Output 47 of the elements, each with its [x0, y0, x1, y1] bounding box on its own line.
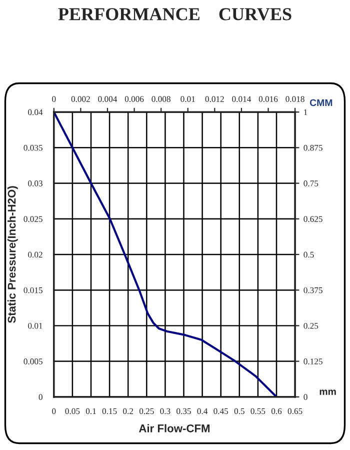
y-tick-label: 0.03 — [28, 180, 42, 186]
y-tick-label: 0.005 — [24, 358, 42, 364]
x2-tick-label: 0.004 — [98, 96, 118, 102]
x2-tick-label: 0 — [52, 96, 56, 102]
y2-tick-label: 0.125 — [304, 358, 322, 364]
y-tick-label: 0.035 — [24, 144, 42, 151]
chart-title: PERFORMANCE CURVES — [58, 8, 292, 20]
y2-tick-label: 0.375 — [304, 287, 322, 294]
x2-tick-label: 0.016 — [258, 96, 278, 102]
x2-tick-label: 0.006 — [124, 96, 144, 102]
y-tick-label: 0.04 — [28, 109, 43, 116]
x-tick-label: 0.65 — [288, 408, 302, 414]
x-tick-label: 0.25 — [139, 408, 154, 414]
x-tick-label: 0 — [52, 408, 56, 414]
x2-axis-title: CMM — [310, 99, 332, 106]
y-tick-label: 0.02 — [28, 252, 42, 258]
x-tick-label: 0.5 — [234, 408, 244, 414]
x2-tick-label: 0.018 — [286, 96, 304, 102]
y-tick-label: 0.01 — [28, 322, 42, 329]
y2-tick-label: 0.25 — [304, 322, 318, 329]
x2-tick-label: 0.014 — [232, 96, 252, 102]
x-tick-label: 0.6 — [271, 408, 282, 414]
y2-tick-label: 0 — [304, 394, 308, 400]
y2-tick-label: 0.5 — [304, 252, 314, 258]
x2-tick-label: 0.01 — [180, 96, 195, 102]
x-tick-label: 0.55 — [250, 408, 266, 414]
x-tick-label: 0.05 — [65, 408, 80, 414]
y-tick-label: 0 — [38, 394, 42, 400]
x-tick-label: 0.3 — [160, 408, 170, 414]
y2-tick-label: 1 — [304, 109, 308, 116]
y-tick-label: 0.015 — [24, 287, 42, 294]
x-tick-label: 0.4 — [197, 408, 208, 414]
x-tick-label: 0.2 — [123, 408, 134, 414]
x2-tick-label: 0.012 — [205, 96, 224, 102]
y-axis-title: Static Pressure(Inch-H2O) — [8, 186, 18, 323]
y2-tick-label: 0.625 — [304, 216, 322, 222]
x-tick-label: 0.15 — [102, 408, 117, 414]
y2-tick-label: 0.875 — [304, 144, 322, 151]
y2-tick-label: 0.75 — [304, 180, 318, 186]
y2-axis-title: mm — [320, 390, 336, 395]
x-axis-title: Air Flow-CFM — [138, 424, 210, 432]
x2-tick-label: 0.002 — [71, 96, 90, 102]
x-tick-label: 0.45 — [214, 408, 228, 414]
x-tick-label: 0.1 — [86, 408, 96, 414]
x2-tick-label: 0.008 — [152, 96, 170, 102]
x-tick-label: 0.35 — [176, 408, 191, 414]
y-tick-label: 0.025 — [24, 216, 42, 222]
